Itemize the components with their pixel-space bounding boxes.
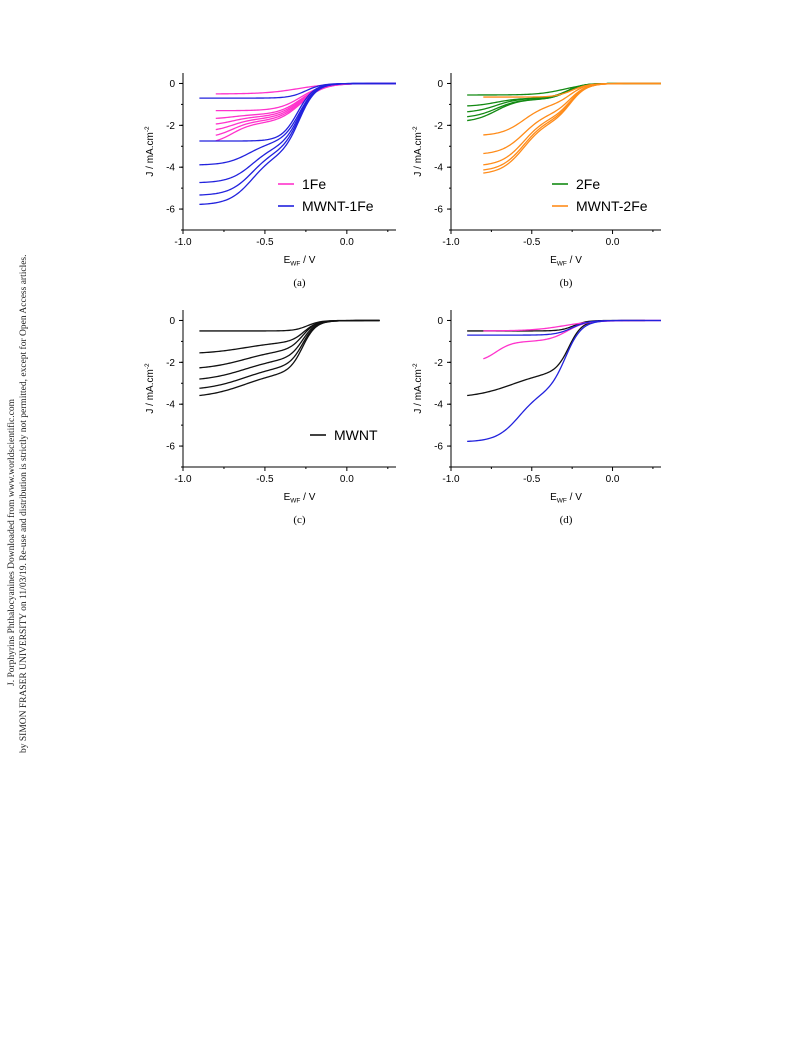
series-line-mwnt-6 [199, 319, 380, 397]
y-tick-label: -4 [166, 400, 175, 411]
series-line-mwnt-2fe-7 [483, 82, 661, 136]
chart-panel-3: 0 -2 -4 -6 -1.0 -0.5 0.0 EWF / V J / mA.cm-2 (c) M… [144, 310, 396, 526]
x-tick-label: -0.5 [523, 474, 541, 485]
y-tick-label: -6 [434, 205, 443, 216]
x-tick-label: 0.0 [606, 474, 620, 485]
series-line-mwnt-1 [199, 319, 380, 332]
y-tick-label: -6 [166, 205, 175, 216]
x-tick-label: -0.5 [256, 474, 274, 485]
chart-panel-4: 0 -2 -4 -6 -1.0 -0.5 0.0 EWF / V J / mA.cm-2 (d) [412, 310, 661, 526]
legend: 2Fe MWNT-2Fe [552, 176, 648, 214]
series-line-mwnt-1fe-8 [199, 82, 396, 99]
legend-label: 1Fe [302, 176, 326, 192]
y-tick-label: -6 [166, 442, 175, 453]
series-line-mwnt-2fe-9 [483, 82, 661, 166]
legend-label: MWNT-2Fe [576, 198, 648, 214]
watermark: J. Porphyrins Phthalocyanines Downloaded… [6, 254, 29, 753]
y-tick-label: -4 [166, 163, 175, 174]
panel-label: (c) [293, 514, 306, 526]
x-tick-label: -1.0 [442, 474, 460, 485]
watermark-line-2: by SIMON FRASER UNIVERSITY on 11/03/19. … [18, 254, 29, 753]
series-group [467, 82, 661, 174]
series-line-mwnt-2 [467, 319, 645, 397]
y-tick-label: 0 [437, 316, 443, 327]
series-line-mwnt-4 [199, 319, 380, 380]
x-axis-label: EWF / V [550, 492, 582, 505]
y-tick-label: -4 [434, 163, 443, 174]
x-tick-label: 0.0 [340, 237, 354, 248]
y-tick-label: 0 [437, 79, 443, 90]
y-tick-label: -2 [434, 121, 443, 132]
y-axis-label: J / mA.cm-2 [144, 126, 156, 177]
y-axis-label: J / mA.cm-2 [412, 363, 424, 414]
y-axis-label: J / mA.cm-2 [144, 363, 156, 414]
chart-panel-2: 0 -2 -4 -6 -1.0 -0.5 0.0 EWF / V J / mA.cm-2 (b) 2… [412, 73, 661, 289]
legend: 1Fe MWNT-1Fe [278, 176, 374, 214]
chart-panel-1: 0 -2 -4 -6 -1.0 -0.5 0.0 EWF / V J / mA.cm-2 (a) 1… [144, 73, 396, 289]
series-group [199, 82, 396, 206]
series-line-mwnt-1fe-13 [199, 82, 396, 206]
series-line-mwnt-2fe-11 [483, 82, 661, 174]
x-tick-label: -1.0 [442, 237, 460, 248]
y-tick-label: 0 [169, 79, 175, 90]
series-line-mwnt-1 [467, 319, 645, 332]
legend-label: MWNT-1Fe [302, 198, 374, 214]
y-tick-label: -2 [166, 121, 175, 132]
legend-label: 2Fe [576, 176, 600, 192]
legend-label: MWNT [334, 427, 378, 443]
y-tick-label: -4 [434, 400, 443, 411]
legend: MWNT [310, 427, 378, 443]
series-line-mwnt-3 [199, 319, 380, 369]
x-tick-label: 0.0 [340, 474, 354, 485]
y-axis-label: J / mA.cm-2 [412, 126, 424, 177]
series-line-mwnt-1fe-6 [467, 319, 661, 443]
panel-label: (a) [293, 277, 306, 289]
x-tick-label: -1.0 [174, 237, 192, 248]
series-line-1fe-6 [215, 82, 396, 142]
series-group [467, 319, 661, 443]
y-tick-label: -2 [434, 358, 443, 369]
y-tick-label: 0 [169, 316, 175, 327]
watermark-line-1: J. Porphyrins Phthalocyanines Downloaded… [6, 398, 17, 686]
x-axis-label: EWF / V [284, 492, 316, 505]
x-axis-label: EWF / V [284, 255, 316, 268]
panel-label: (d) [560, 514, 573, 526]
x-tick-label: -0.5 [523, 237, 541, 248]
y-tick-label: -2 [166, 358, 175, 369]
series-line-mwnt-1fe-9 [199, 82, 396, 142]
panel-label: (b) [560, 277, 573, 289]
series-group [199, 319, 380, 397]
series-line-1fe-7 [215, 82, 396, 95]
y-tick-label: -6 [434, 442, 443, 453]
x-tick-label: -1.0 [174, 474, 192, 485]
x-tick-label: 0.0 [606, 237, 620, 248]
x-tick-label: -0.5 [256, 237, 274, 248]
x-axis-label: EWF / V [550, 255, 582, 268]
